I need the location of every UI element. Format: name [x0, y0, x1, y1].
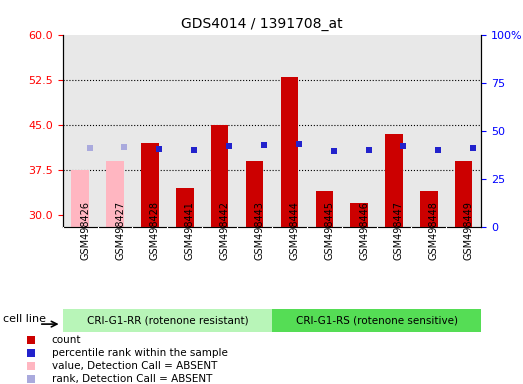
- Text: cell line: cell line: [3, 314, 46, 324]
- Bar: [385, 134, 403, 227]
- Text: GSM498446: GSM498446: [359, 201, 369, 260]
- Bar: [272, 309, 481, 332]
- Text: value, Detection Call = ABSENT: value, Detection Call = ABSENT: [52, 361, 217, 371]
- Text: GSM498442: GSM498442: [220, 201, 230, 260]
- Text: GSM498445: GSM498445: [324, 201, 334, 260]
- Bar: [420, 190, 438, 227]
- Text: count: count: [52, 335, 82, 345]
- Text: percentile rank within the sample: percentile rank within the sample: [52, 348, 228, 358]
- Text: GSM498426: GSM498426: [80, 201, 90, 260]
- Text: GSM498443: GSM498443: [255, 201, 265, 260]
- Text: GSM498444: GSM498444: [289, 201, 299, 260]
- Bar: [211, 124, 229, 227]
- Bar: [455, 161, 472, 227]
- Bar: [350, 203, 368, 227]
- Text: GSM498448: GSM498448: [429, 201, 439, 260]
- Bar: [72, 170, 89, 227]
- Text: GSM498449: GSM498449: [464, 201, 474, 260]
- Text: CRI-G1-RR (rotenone resistant): CRI-G1-RR (rotenone resistant): [86, 316, 248, 326]
- Text: GSM498427: GSM498427: [115, 201, 125, 260]
- Text: GSM498428: GSM498428: [150, 201, 160, 260]
- Bar: [63, 309, 272, 332]
- Text: GSM498441: GSM498441: [185, 201, 195, 260]
- Bar: [315, 190, 333, 227]
- Text: GDS4014 / 1391708_at: GDS4014 / 1391708_at: [180, 17, 343, 31]
- Bar: [176, 187, 194, 227]
- Bar: [141, 142, 158, 227]
- Bar: [106, 161, 124, 227]
- Text: GSM498447: GSM498447: [394, 201, 404, 260]
- Bar: [281, 76, 298, 227]
- Text: CRI-G1-RS (rotenone sensitive): CRI-G1-RS (rotenone sensitive): [295, 316, 458, 326]
- Bar: [246, 161, 263, 227]
- Text: rank, Detection Call = ABSENT: rank, Detection Call = ABSENT: [52, 374, 212, 384]
